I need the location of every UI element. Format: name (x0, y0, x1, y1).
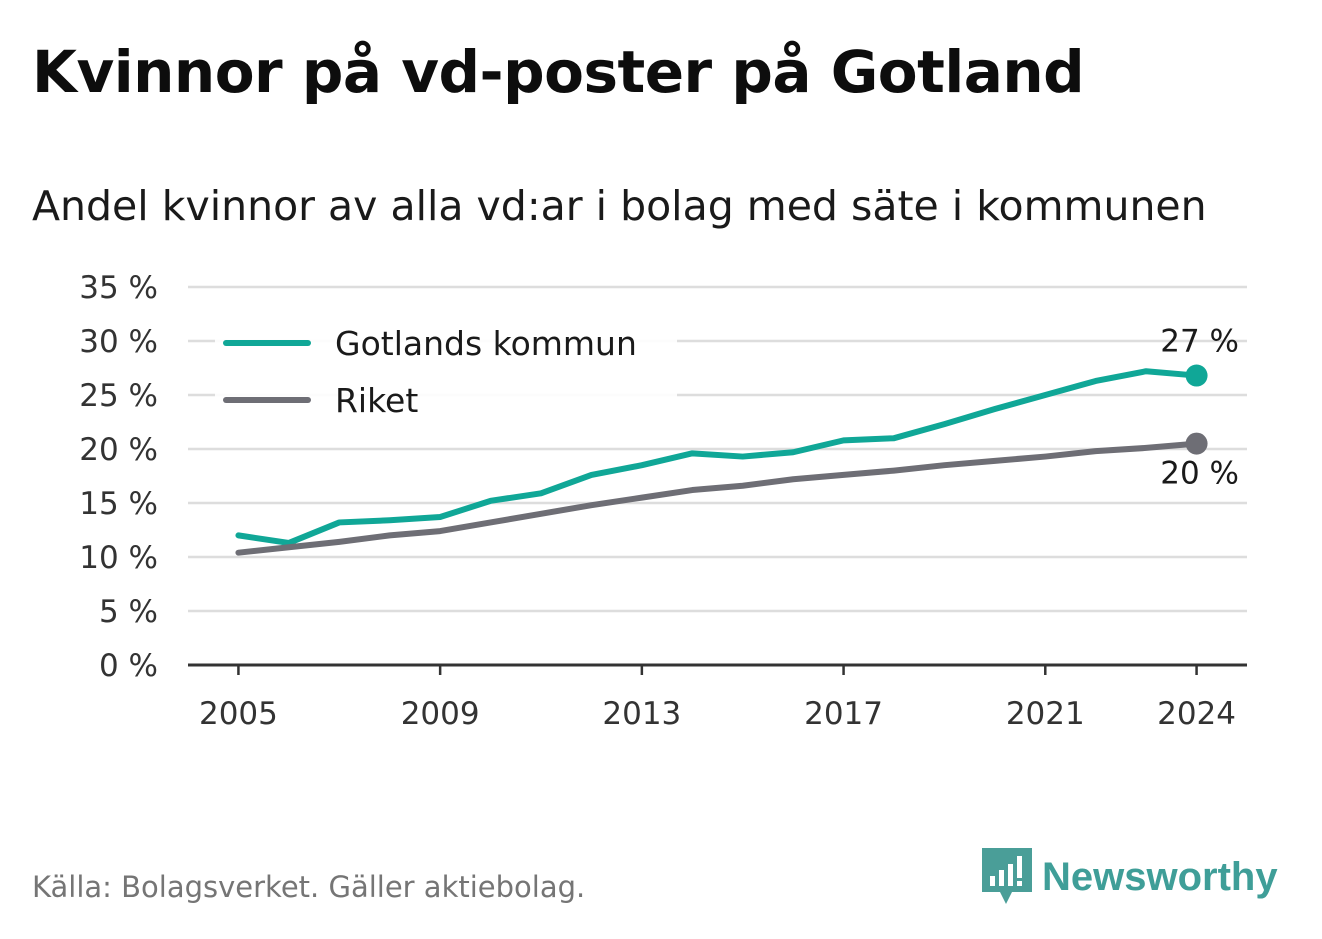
brand-logo[interactable]: Newsworthy (982, 848, 1278, 906)
y-tick-label: 35 % (79, 270, 158, 306)
series-end-point (1185, 432, 1208, 455)
source-note: Källa: Bolagsverket. Gäller aktiebolag. (32, 870, 586, 904)
series-end-point (1185, 364, 1208, 387)
line-chart: 0 %5 %10 %15 %20 %25 %30 %35 % 2005 2009 2… (79, 270, 1247, 732)
y-tick-label: 0 % (99, 648, 158, 684)
legend-label: Riket (335, 381, 418, 420)
y-tick-label: 25 % (79, 378, 158, 414)
x-axis-ticks: 2005 2009 2013 2017 2021 2024 (199, 665, 1236, 732)
chart-title: Kvinnor på vd-poster på Gotland (32, 38, 1085, 106)
newsworthy-logo-icon (982, 848, 1032, 904)
legend-background (215, 318, 677, 428)
series-lines (235, 364, 1208, 556)
y-tick-label: 15 % (79, 486, 158, 522)
x-tick-label: 2021 (1006, 696, 1085, 732)
series-line-riket (235, 440, 1200, 556)
x-tick-label: 2005 (199, 696, 278, 732)
y-tick-label: 30 % (79, 324, 158, 360)
x-tick-label: 2009 (401, 696, 480, 732)
end-value-labels: 27 % 20 % (1160, 324, 1239, 492)
series-line-gotland (235, 368, 1200, 546)
x-tick-label: 2024 (1157, 696, 1236, 732)
brand-name: Newsworthy (1042, 854, 1278, 899)
y-tick-label: 20 % (79, 432, 158, 468)
legend: Gotlands kommun Riket (215, 318, 677, 428)
legend-label: Gotlands kommun (335, 324, 637, 363)
y-axis-ticks: 0 % 5 % 10 % 15 % 20 % 25 % 30 % 35 % (79, 270, 158, 684)
y-tick-label: 10 % (79, 540, 158, 576)
y-tick-label: 5 % (99, 594, 158, 630)
end-value-label: 27 % (1160, 324, 1239, 360)
chart-subtitle: Andel kvinnor av alla vd:ar i bolag med … (32, 182, 1207, 230)
x-tick-label: 2017 (804, 696, 883, 732)
end-value-label: 20 % (1160, 456, 1239, 492)
x-tick-label: 2013 (602, 696, 681, 732)
